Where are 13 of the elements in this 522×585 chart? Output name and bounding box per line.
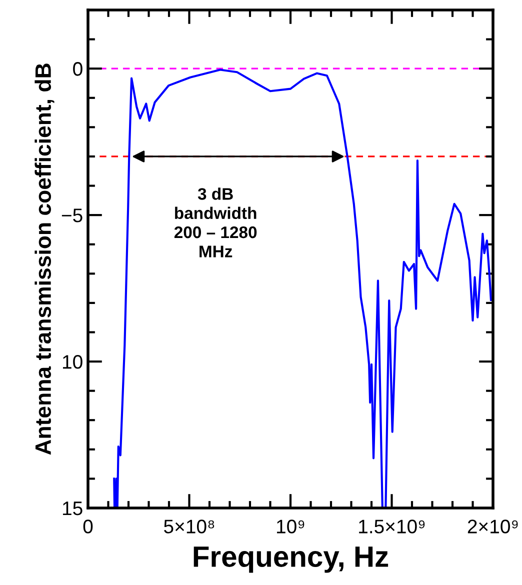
y-axis-title: Antenna transmission coefficient, dB — [34, 64, 54, 455]
y-tick-label: −5 — [62, 208, 82, 222]
y-tick-label: 0 — [73, 62, 82, 76]
x-tick-label: 5×10⁸ — [164, 520, 214, 534]
y-tick-label: 10 — [62, 354, 82, 369]
x-tick-label: 2×10⁹ — [468, 520, 518, 534]
x-axis-title: Frequency, Hz — [194, 546, 388, 573]
y-tick-label: 15 — [62, 502, 82, 516]
line-series — [113, 68, 492, 508]
x-tick-label: 1.5×10⁹ — [359, 520, 425, 534]
x-tick-label: 10⁹ — [277, 520, 304, 534]
x-tick-label: 0 — [83, 520, 93, 534]
annotation: 3 dB bandwidth 200 – 1280 MHz — [174, 188, 257, 258]
